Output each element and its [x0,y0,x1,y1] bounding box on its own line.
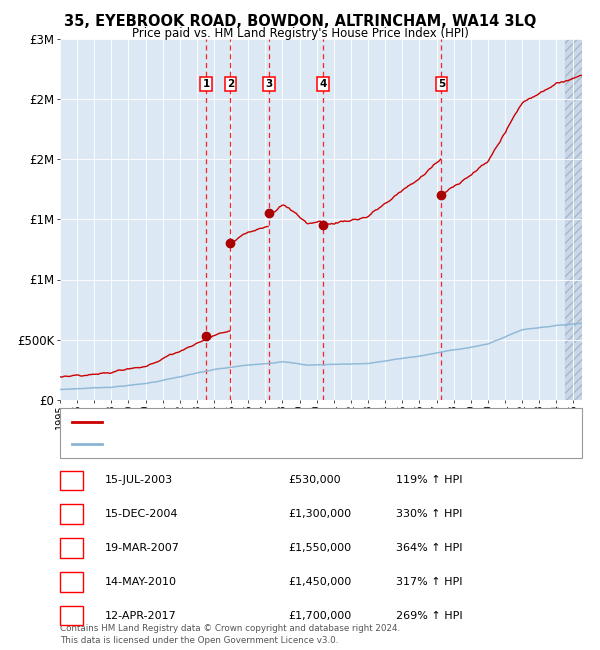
Text: 4: 4 [67,577,76,587]
Text: 317% ↑ HPI: 317% ↑ HPI [396,577,463,587]
Text: 4: 4 [319,79,327,89]
Text: 5: 5 [438,79,445,89]
Text: 15-JUL-2003: 15-JUL-2003 [105,475,173,486]
Text: £1,550,000: £1,550,000 [288,543,351,553]
Text: £1,300,000: £1,300,000 [288,509,351,519]
Text: 5: 5 [68,610,75,621]
Text: 3: 3 [266,79,273,89]
Text: 269% ↑ HPI: 269% ↑ HPI [396,610,463,621]
Text: 3: 3 [68,543,75,553]
Text: £1,450,000: £1,450,000 [288,577,351,587]
Text: HPI: Average price, detached house, Trafford: HPI: Average price, detached house, Traf… [108,439,331,449]
Text: 35, EYEBROOK ROAD, BOWDON, ALTRINCHAM, WA14 3LQ: 35, EYEBROOK ROAD, BOWDON, ALTRINCHAM, W… [64,14,536,29]
Bar [565,39,582,400]
Text: 330% ↑ HPI: 330% ↑ HPI [396,509,463,519]
Text: £1,700,000: £1,700,000 [288,610,351,621]
Text: 1: 1 [203,79,210,89]
Text: 2: 2 [227,79,234,89]
Text: 364% ↑ HPI: 364% ↑ HPI [396,543,463,553]
Text: 1: 1 [68,475,75,486]
Text: 14-MAY-2010: 14-MAY-2010 [105,577,177,587]
Text: Price paid vs. HM Land Registry's House Price Index (HPI): Price paid vs. HM Land Registry's House … [131,27,469,40]
Text: 2: 2 [68,509,75,519]
Text: 15-DEC-2004: 15-DEC-2004 [105,509,179,519]
Text: £530,000: £530,000 [288,475,341,486]
Text: 119% ↑ HPI: 119% ↑ HPI [396,475,463,486]
Text: Contains HM Land Registry data © Crown copyright and database right 2024.
This d: Contains HM Land Registry data © Crown c… [60,624,400,645]
Bar [565,39,582,400]
Text: 19-MAR-2007: 19-MAR-2007 [105,543,180,553]
Text: 12-APR-2017: 12-APR-2017 [105,610,177,621]
Text: 35, EYEBROOK ROAD, BOWDON, ALTRINCHAM, WA14 3LQ (detached house): 35, EYEBROOK ROAD, BOWDON, ALTRINCHAM, W… [108,417,486,427]
